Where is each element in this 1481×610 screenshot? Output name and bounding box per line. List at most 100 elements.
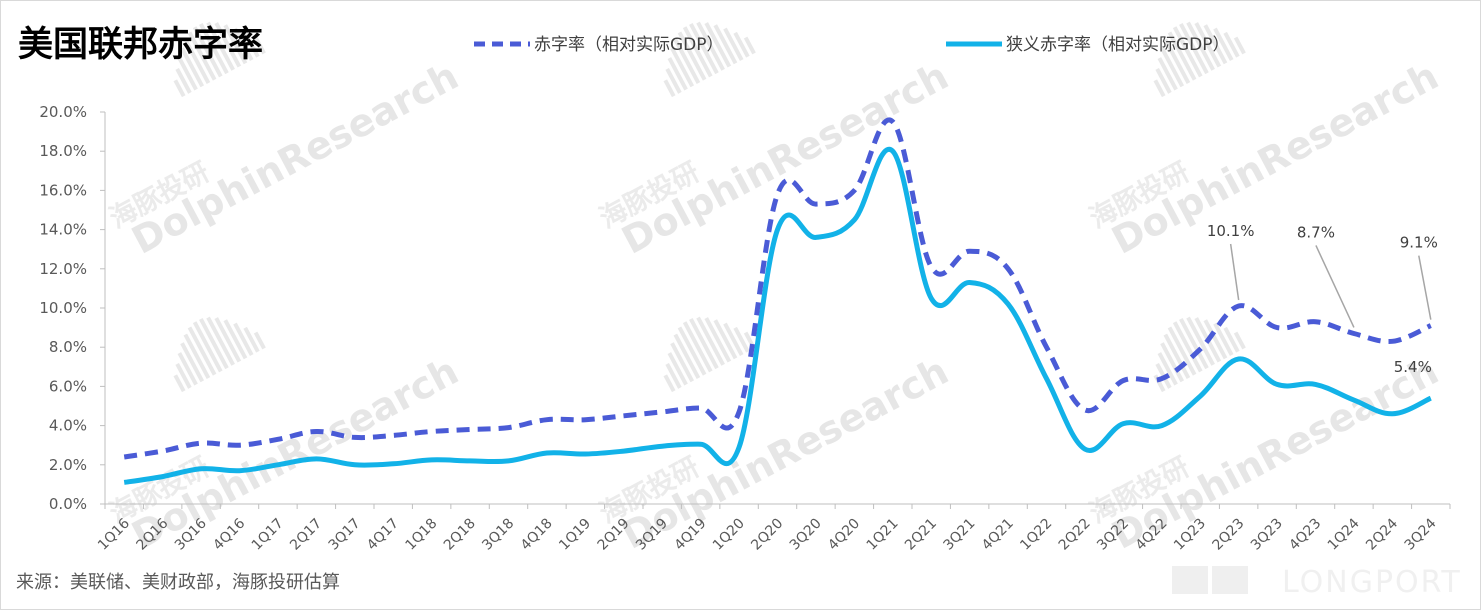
watermark-bar [243, 31, 260, 58]
data-label-leader [1315, 245, 1355, 328]
watermark-bar [665, 68, 682, 94]
watermark-bar [1179, 318, 1209, 370]
x-tick-label: 2Q24 [1363, 515, 1401, 553]
x-tick-label: 2Q17 [287, 516, 325, 554]
logo-mark [1212, 566, 1248, 594]
watermark-bar [689, 318, 719, 370]
y-tick-label: 6.0% [49, 377, 87, 395]
watermark-bar [665, 363, 682, 389]
series-line-deficit-rate [123, 117, 1432, 460]
watermark-bar [696, 21, 725, 71]
watermark-bar [183, 38, 211, 84]
y-axis: 0.0% 2.0% 4.0% 6.0% 8.0% 10.0% 12.0% 14.0% 16.0%… [39, 103, 106, 513]
y-tick-label: 14.0% [39, 221, 87, 239]
x-tick-label: 1Q17 [249, 516, 287, 554]
watermark-bar [1186, 316, 1215, 366]
watermark-bar [183, 333, 211, 379]
watermark-bar [192, 26, 223, 78]
watermark-bar [673, 333, 701, 379]
watermark-bar [670, 342, 695, 383]
legend-label-dashed: 赤字率（相对实际GDP） [534, 35, 724, 55]
legend-label-solid: 狭义赤字率（相对实际GDP） [1006, 35, 1230, 55]
longport-logo: LONGPORT [1172, 565, 1462, 600]
watermark-bar [199, 318, 229, 370]
watermark-bar [689, 23, 719, 75]
watermark-bar [670, 47, 695, 88]
watermark-bar [199, 23, 229, 75]
x-tick-label: 1Q22 [1017, 516, 1055, 554]
data-labels: 10.1% 8.7% 9.1% 5.4% [1207, 222, 1438, 376]
watermark-bar [1233, 331, 1246, 350]
watermark-bar [667, 352, 688, 386]
y-tick-label: 12.0% [39, 260, 87, 278]
watermark-bar [677, 326, 707, 376]
y-tick-label: 18.0% [39, 142, 87, 160]
x-tick-label: 2Q20 [748, 516, 786, 554]
watermark-bar [253, 36, 266, 55]
watermark-bar [173, 374, 186, 393]
watermark-bar [1167, 326, 1197, 376]
watermark-bar [214, 22, 242, 68]
watermark-bar [214, 317, 242, 363]
x-tick-label: 2Q23 [1209, 516, 1247, 554]
x-tick-label: 4Q20 [825, 516, 863, 554]
x-tick-label: 3Q23 [1248, 516, 1286, 554]
x-tick-label: 3Q24 [1402, 515, 1440, 553]
y-tick-label: 0.0% [49, 495, 87, 513]
y-tick-label: 16.0% [39, 181, 87, 199]
chart-title: 美国联邦赤字率 [18, 25, 263, 65]
x-tick-label: 2Q21 [902, 516, 940, 554]
logo-mark [1172, 566, 1208, 594]
watermark-bar [723, 322, 744, 356]
watermark-bar [1153, 79, 1166, 98]
source-note: 来源：美联储、美财政部，海豚投研估算 [16, 572, 340, 593]
watermark-bar [733, 31, 750, 58]
watermark-bar [1157, 57, 1178, 91]
watermark-bar [1179, 23, 1209, 75]
watermark-bar [173, 79, 186, 98]
watermark-bar [677, 31, 707, 81]
watermark-bar [1186, 21, 1215, 71]
watermark-bar [1157, 352, 1178, 386]
data-label: 10.1% [1207, 222, 1255, 240]
watermark-bar [1160, 47, 1185, 88]
x-tick-label: 1Q18 [402, 516, 440, 554]
watermark-bar [206, 316, 235, 366]
logo-text: LONGPORT [1282, 565, 1462, 600]
x-tick-label: 4Q23 [1286, 516, 1324, 554]
y-tick-label: 4.0% [49, 417, 87, 435]
watermark-bar [177, 352, 198, 386]
watermark-bar [233, 27, 254, 61]
watermark-bar [713, 24, 738, 65]
watermark-bar [1233, 36, 1246, 55]
watermark-bar [682, 26, 713, 78]
x-tick-label: 1Q20 [710, 516, 748, 554]
watermark-bar [704, 317, 732, 363]
series-layer [123, 117, 1432, 485]
watermark-bar [733, 326, 750, 353]
watermark-bar [673, 38, 701, 84]
watermark-bar [663, 374, 676, 393]
watermark-bar [187, 31, 217, 81]
x-tick-label: 2Q18 [441, 516, 479, 554]
watermark-bar [187, 326, 217, 376]
watermark-bar [1172, 321, 1203, 373]
x-tick-label: 3Q20 [787, 516, 825, 554]
y-tick-label: 8.0% [49, 338, 87, 356]
watermark-bar [1172, 26, 1203, 78]
watermark-bar [1163, 38, 1191, 84]
watermark-bar [192, 321, 223, 373]
watermark-bar [704, 22, 732, 68]
watermark-bar [1213, 322, 1234, 356]
watermark-bar [175, 68, 192, 94]
watermark-bar [223, 24, 248, 65]
watermark-bar [1223, 326, 1240, 353]
series-line-narrow-deficit-rate [123, 146, 1432, 485]
watermark-bar [1213, 27, 1234, 61]
x-tick-label: 1Q19 [556, 516, 594, 554]
watermark-bar [206, 21, 235, 71]
y-tick-label: 2.0% [49, 456, 87, 474]
